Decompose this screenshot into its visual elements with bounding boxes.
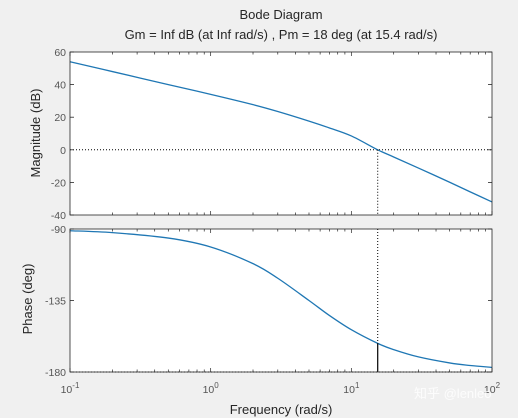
magnitude-ytick-label: 20 [54, 112, 66, 124]
phase-series-line [69, 230, 493, 369]
phase-ytick-label: -90 [51, 224, 66, 236]
magnitude-plot-area [70, 52, 492, 215]
xtick-label: 10-1 [61, 381, 80, 396]
magnitude-panel: 60 40 20 0 -20 -40 [51, 47, 493, 222]
phase-ytick-label: -135 [45, 296, 66, 308]
chart-title: Bode Diagram [239, 7, 322, 22]
chart-subtitle: Gm = Inf dB (at Inf rad/s) , Pm = 18 deg… [125, 27, 438, 42]
x-axis-label: Frequency (rad/s) [230, 402, 333, 417]
magnitude-axes-frame [69, 51, 493, 216]
phase-ytick-label: -180 [45, 367, 66, 379]
xtick-label: 100 [203, 381, 220, 396]
magnitude-ytick-label: -40 [51, 210, 66, 222]
phase-plot-area [70, 229, 492, 372]
xtick-label: 101 [343, 381, 360, 396]
magnitude-axis-label: Magnitude (dB) [28, 89, 43, 178]
phase-axis-label: Phase (deg) [20, 264, 35, 335]
magnitude-ytick-label: -20 [51, 177, 66, 189]
magnitude-ytick-label: 0 [60, 145, 66, 157]
magnitude-ytick-label: 40 [54, 80, 66, 92]
watermark-text: 知乎 @lenleo [414, 386, 492, 401]
phase-panel: -90 -135 -180 [45, 224, 493, 379]
magnitude-ytick-label: 60 [54, 47, 66, 59]
magnitude-series-line [69, 61, 493, 203]
